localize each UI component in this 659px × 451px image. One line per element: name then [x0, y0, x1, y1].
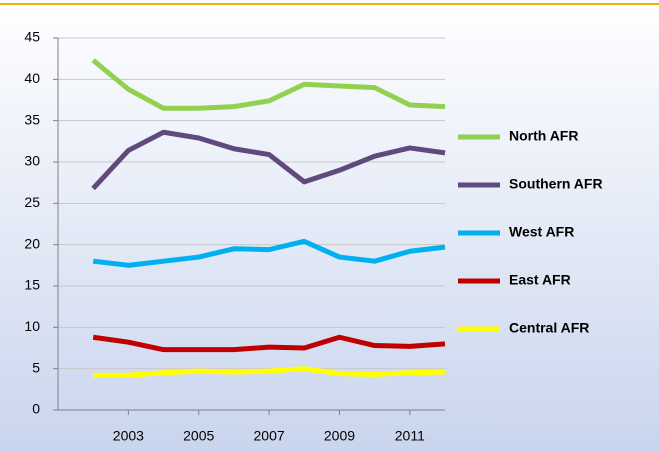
legend-label: East AFR	[509, 272, 571, 288]
legend-label: Central AFR	[509, 320, 589, 336]
x-tick-label: 2011	[395, 428, 425, 444]
y-tick-label: 20	[24, 235, 40, 251]
y-tick-label: 30	[24, 153, 40, 169]
series-line	[92, 238, 446, 268]
legend-label: Southern AFR	[509, 176, 603, 192]
x-tick-label: 2003	[113, 428, 144, 444]
y-tick-label: 15	[24, 277, 40, 293]
series-line	[91, 129, 446, 191]
legend-label: North AFR	[509, 128, 578, 144]
y-tick-label: 5	[32, 359, 40, 375]
legend-label: West AFR	[509, 224, 574, 240]
y-tick-label: 40	[24, 70, 40, 86]
y-tick-label: 45	[24, 29, 40, 45]
y-tick-label: 25	[24, 194, 40, 210]
x-tick-label: 2007	[254, 428, 285, 444]
series-line	[92, 334, 446, 353]
y-tick-label: 35	[24, 111, 40, 127]
y-tick-label: 0	[32, 401, 40, 417]
series-line	[93, 366, 446, 378]
x-tick-label: 2009	[324, 428, 355, 444]
x-tick-label: 2005	[183, 428, 214, 444]
series-line	[91, 58, 446, 111]
y-tick-label: 10	[24, 318, 40, 334]
